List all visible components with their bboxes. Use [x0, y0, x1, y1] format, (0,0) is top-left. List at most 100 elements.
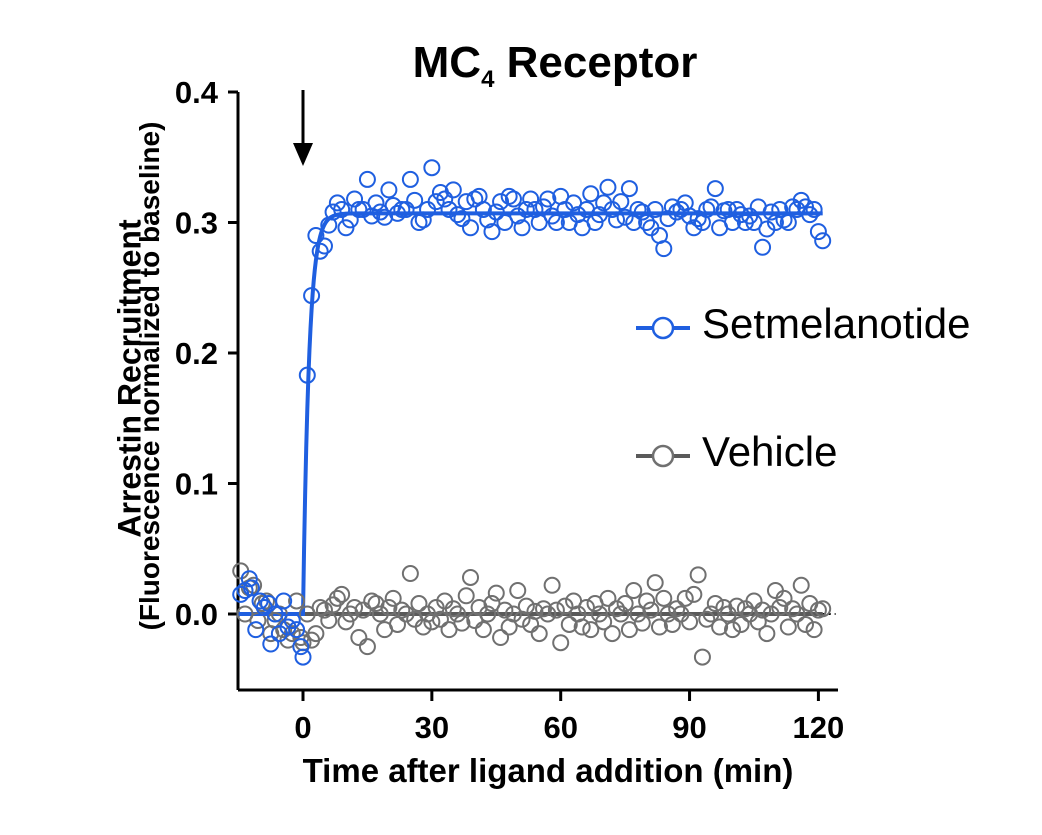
setmelanotide-point	[240, 570, 258, 588]
setmelanotide-point	[754, 238, 772, 256]
vehicle-point	[388, 615, 406, 633]
setmelanotide-point	[341, 211, 359, 229]
vehicle-point	[754, 601, 772, 619]
setmelanotide-point	[393, 200, 411, 218]
legend-label-setmelanotide: Setmelanotide	[702, 300, 971, 347]
vehicle-point	[616, 595, 634, 613]
vehicle-point	[706, 595, 724, 613]
vehicle-point	[646, 574, 664, 592]
vehicle-point	[410, 595, 428, 613]
vehicle-point	[397, 605, 415, 623]
vehicle-point	[728, 597, 746, 615]
setmelanotide-point	[414, 211, 432, 229]
setmelanotide-point	[266, 605, 284, 623]
setmelanotide-point	[242, 579, 260, 597]
setmelanotide-point	[380, 181, 398, 199]
setmelanotide-point	[292, 638, 310, 656]
legend-marker-setmelanotide	[651, 316, 675, 340]
vehicle-point	[792, 576, 810, 594]
setmelanotide-point	[397, 200, 415, 218]
setmelanotide-point	[444, 181, 462, 199]
setmelanotide-point	[612, 193, 630, 211]
vehicle-point	[333, 585, 351, 603]
setmelanotide-point	[779, 214, 797, 231]
vehicle-point	[779, 618, 797, 636]
vehicle-point	[582, 621, 600, 639]
x-tick-label: 0	[294, 710, 311, 745]
setmelanotide-point	[522, 190, 540, 208]
vehicle-point	[685, 585, 703, 603]
vehicle-point	[659, 605, 677, 623]
vehicle-point	[496, 601, 514, 619]
vehicle-point	[608, 600, 626, 618]
setmelanotide-point	[358, 170, 376, 188]
setmelanotide-point	[620, 180, 638, 198]
vehicle-point	[655, 589, 673, 607]
vehicle-point	[556, 597, 574, 615]
vehicle-point	[595, 613, 613, 631]
setmelanotide-point	[474, 200, 492, 218]
vehicle-point	[642, 601, 660, 619]
setmelanotide-point	[547, 214, 565, 231]
y-tick-label: 0.4	[175, 75, 219, 110]
chart-title-rest: Receptor	[494, 38, 698, 87]
setmelanotide-point	[436, 190, 454, 208]
vehicle-point	[797, 615, 815, 633]
vehicle-point	[328, 589, 346, 607]
vehicle-point	[560, 615, 578, 633]
vehicle-point	[552, 634, 570, 652]
setmelanotide-point	[462, 219, 480, 237]
vehicle-point	[547, 601, 565, 619]
vehicle-point	[462, 568, 480, 586]
setmelanotide-point	[423, 159, 441, 177]
vehicle-point	[758, 625, 776, 643]
x-tick-label: 30	[415, 710, 449, 745]
setmelanotide-point	[401, 170, 419, 188]
vehicle-point	[749, 613, 767, 631]
legend-marker-vehicle	[651, 444, 675, 468]
vehicle-point	[625, 582, 643, 600]
vehicle-point	[530, 625, 548, 643]
vehicle-point	[663, 615, 681, 633]
setmelanotide-point	[283, 612, 301, 630]
vehicle-point	[805, 621, 823, 639]
vehicle-point	[358, 638, 376, 656]
setmelanotide-point	[388, 204, 406, 222]
setmelanotide-point	[638, 214, 656, 231]
setmelanotide-point	[608, 211, 626, 229]
vehicle-point	[711, 618, 729, 636]
vehicle-point	[771, 598, 789, 616]
addition-arrow-head	[293, 143, 313, 166]
x-axis-label: Time after ligand addition (min)	[302, 752, 794, 789]
setmelanotide-point	[275, 592, 293, 610]
x-tick-label: 60	[543, 710, 577, 745]
vehicle-point	[689, 566, 707, 584]
vehicle-point	[766, 582, 784, 600]
vehicle-point	[668, 600, 686, 618]
vehicle-point	[444, 600, 462, 618]
vehicle-point	[431, 610, 449, 628]
vehicle-point	[350, 628, 368, 646]
setmelanotide-point	[616, 208, 634, 226]
setmelanotide-point	[440, 200, 458, 218]
setmelanotide-point	[453, 210, 471, 228]
setmelanotide-fit-line	[238, 211, 823, 616]
setmelanotide-point	[315, 237, 333, 255]
vehicle-point	[474, 621, 492, 639]
vehicle-point	[249, 612, 267, 630]
vehicle-point	[676, 589, 694, 607]
vehicle-point	[633, 614, 651, 632]
setmelanotide-point	[801, 206, 819, 224]
vehicle-point	[380, 598, 398, 616]
setmelanotide-point	[517, 200, 535, 218]
setmelanotide-point	[324, 203, 342, 221]
chart-title-main: MC	[412, 38, 482, 87]
setmelanotide-point	[303, 287, 321, 305]
setmelanotide-point	[504, 190, 522, 208]
setmelanotide-point	[582, 185, 600, 203]
vehicle-point	[599, 589, 617, 607]
setmelanotide-point	[633, 203, 651, 221]
vehicle-point	[693, 648, 711, 666]
vehicle-point	[504, 605, 522, 623]
